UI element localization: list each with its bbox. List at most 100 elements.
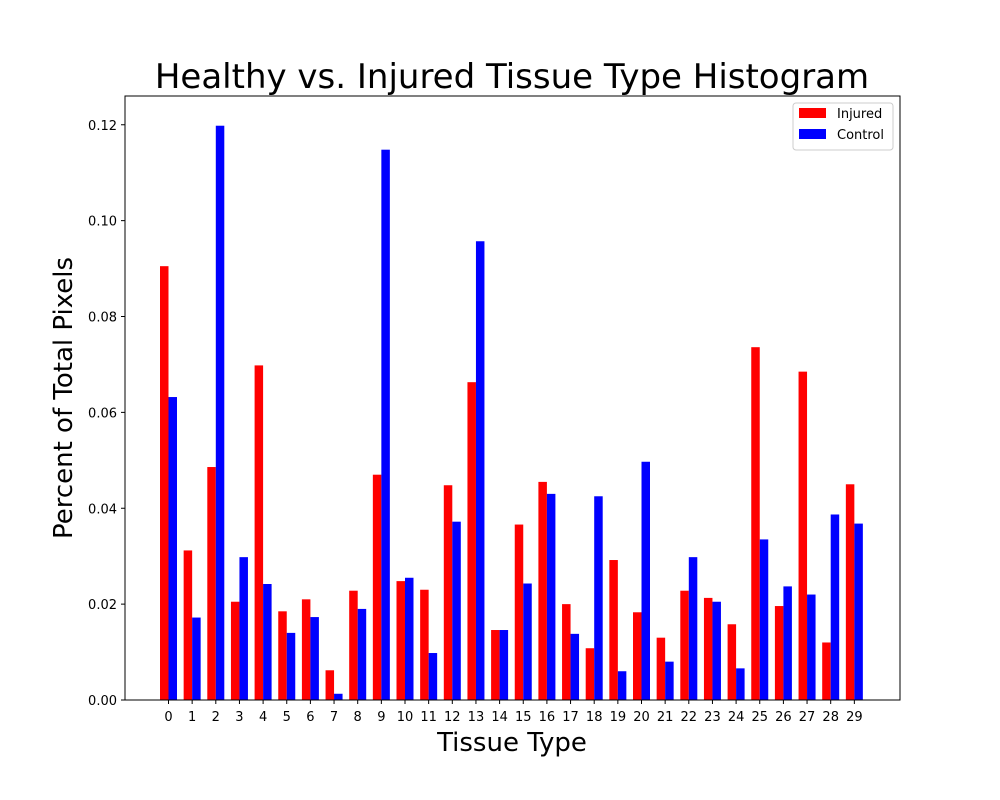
x-tick-label: 18 bbox=[586, 710, 603, 725]
bar-control-11 bbox=[428, 653, 438, 700]
bar-control-12 bbox=[452, 521, 461, 700]
bar-injured-12 bbox=[443, 485, 453, 700]
bar-control-16 bbox=[546, 493, 556, 700]
bar-injured-3 bbox=[230, 601, 240, 700]
y-tick-label: 0.12 bbox=[88, 119, 117, 134]
y-tick-label: 0.02 bbox=[88, 598, 117, 613]
bar-injured-17 bbox=[562, 604, 571, 700]
bar-control-3 bbox=[239, 557, 248, 700]
bar-injured-13 bbox=[467, 382, 476, 700]
bar-control-7 bbox=[334, 693, 343, 700]
x-axis: 0 1 2 3 4 5 6 7 8 9 10 11 12 13 14 15 16 17 18 19 20 21 22 23 24… bbox=[164, 700, 863, 725]
bar-control-21 bbox=[665, 661, 674, 700]
bar-control-4 bbox=[263, 583, 272, 700]
x-tick-label: 24 bbox=[728, 710, 745, 725]
bar-injured-5 bbox=[278, 611, 287, 700]
bar-control-0 bbox=[168, 397, 177, 700]
x-tick-label: 19 bbox=[610, 710, 627, 725]
bar-injured-16 bbox=[538, 481, 547, 700]
y-axis-label: Percent of Total Pixels bbox=[49, 257, 79, 539]
bar-control-8 bbox=[357, 608, 367, 700]
bar-control-23 bbox=[712, 601, 721, 700]
x-tick-label: 26 bbox=[775, 710, 792, 725]
y-tick-label: 0.10 bbox=[88, 215, 117, 230]
x-tick-label: 2 bbox=[212, 710, 220, 725]
x-tick-label: 14 bbox=[491, 710, 508, 725]
bar-injured-7 bbox=[325, 670, 335, 700]
chart-title: Healthy vs. Injured Tissue Type Histogra… bbox=[155, 57, 869, 97]
bar-control-2 bbox=[215, 125, 225, 700]
bar-injured-10 bbox=[396, 581, 405, 700]
bar-injured-22 bbox=[680, 590, 689, 700]
x-tick-label: 23 bbox=[704, 710, 721, 725]
bar-injured-21 bbox=[656, 637, 666, 700]
bar-injured-28 bbox=[822, 642, 831, 700]
bar-injured-23 bbox=[703, 597, 713, 700]
bar-injured-2 bbox=[207, 467, 216, 700]
bar-injured-1 bbox=[183, 550, 193, 700]
bar-injured-8 bbox=[349, 590, 358, 700]
y-tick-label: 0.00 bbox=[88, 694, 117, 709]
bar-control-17 bbox=[570, 633, 580, 700]
x-tick-label: 7 bbox=[330, 710, 338, 725]
legend: Injured Control bbox=[792, 102, 894, 151]
x-tick-label: 15 bbox=[515, 710, 532, 725]
bar-control-24 bbox=[736, 668, 745, 700]
bar-injured-9 bbox=[372, 474, 382, 700]
x-tick-label: 8 bbox=[354, 710, 362, 725]
bar-control-10 bbox=[405, 577, 414, 700]
bar-control-5 bbox=[286, 632, 296, 700]
bar-injured-11 bbox=[420, 589, 429, 700]
x-axis-label: Tissue Type bbox=[436, 728, 587, 758]
x-tick-label: 11 bbox=[420, 710, 437, 725]
bar-injured-15 bbox=[514, 524, 524, 700]
bar-injured-0 bbox=[160, 266, 169, 700]
x-tick-label: 5 bbox=[283, 710, 291, 725]
bar-control-6 bbox=[310, 617, 319, 700]
x-tick-label: 12 bbox=[444, 710, 461, 725]
bar-control-28 bbox=[830, 514, 840, 700]
bar-control-19 bbox=[617, 671, 627, 700]
x-tick-label: 13 bbox=[468, 710, 485, 725]
y-tick-label: 0.04 bbox=[88, 502, 117, 517]
bar-injured-14 bbox=[491, 630, 500, 700]
y-axis: 0.00 0.02 0.04 0.06 0.08 0.10 0.12 bbox=[88, 119, 125, 709]
bar-layer bbox=[160, 125, 863, 700]
bar-injured-24 bbox=[727, 624, 737, 700]
x-tick-label: 25 bbox=[751, 710, 768, 725]
legend-label-control: Control bbox=[837, 128, 884, 143]
bar-control-27 bbox=[807, 594, 816, 700]
bar-injured-26 bbox=[774, 606, 784, 700]
x-tick-label: 28 bbox=[822, 710, 839, 725]
x-tick-label: 20 bbox=[633, 710, 650, 725]
bar-injured-6 bbox=[301, 599, 311, 700]
bar-injured-25 bbox=[751, 347, 760, 700]
bar-injured-18 bbox=[585, 648, 595, 700]
bar-injured-4 bbox=[254, 365, 264, 700]
bar-injured-19 bbox=[609, 560, 618, 700]
bar-control-18 bbox=[594, 496, 603, 700]
bar-injured-20 bbox=[633, 612, 642, 700]
x-tick-label: 10 bbox=[397, 710, 414, 725]
x-tick-label: 6 bbox=[306, 710, 314, 725]
bar-control-9 bbox=[381, 149, 390, 700]
x-tick-label: 1 bbox=[188, 710, 196, 725]
legend-swatch-injured bbox=[799, 108, 826, 118]
x-tick-label: 4 bbox=[259, 710, 267, 725]
bar-control-15 bbox=[523, 583, 532, 700]
plot-frame bbox=[124, 95, 901, 701]
x-tick-label: 17 bbox=[562, 710, 579, 725]
bar-control-25 bbox=[759, 539, 769, 700]
bar-control-22 bbox=[688, 557, 698, 700]
bar-control-1 bbox=[192, 617, 201, 700]
legend-swatch-control bbox=[799, 129, 826, 139]
x-tick-label: 0 bbox=[164, 710, 172, 725]
bar-control-29 bbox=[854, 523, 863, 700]
x-tick-label: 16 bbox=[539, 710, 556, 725]
x-tick-label: 29 bbox=[846, 710, 863, 725]
bar-control-13 bbox=[475, 241, 485, 700]
x-tick-label: 27 bbox=[799, 710, 816, 725]
x-tick-label: 9 bbox=[377, 710, 385, 725]
bar-control-26 bbox=[783, 586, 792, 700]
